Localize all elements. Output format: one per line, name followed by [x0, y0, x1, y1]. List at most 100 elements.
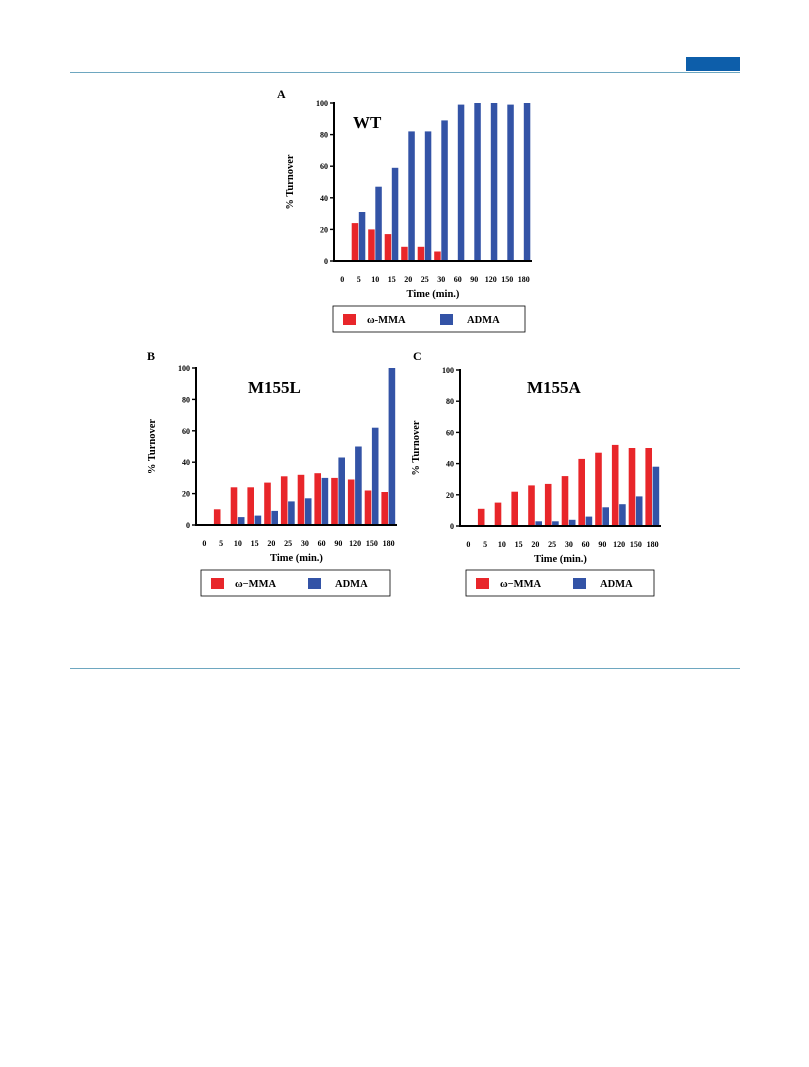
chart-c-bar-adma-20 [535, 521, 542, 526]
chart-a-title: WT [353, 113, 382, 132]
chart-b-bar-adma-15 [254, 515, 262, 525]
chart-c-bar-adma-60 [585, 516, 593, 526]
chart-c-y-tick-label-100: 100 [442, 366, 454, 375]
chart-c-x-tick-label-150: 150 [630, 540, 642, 549]
chart-b-y-tick-label-20: 20 [182, 490, 190, 499]
chart-c-legend-swatch-adma [573, 578, 586, 589]
chart-a-panel-label: A [277, 87, 286, 101]
chart-b-bar-adma-60 [321, 477, 329, 525]
chart-b-x-tick-label-25: 25 [284, 539, 292, 548]
chart-c-title: M155A [527, 378, 582, 397]
chart-c-bar-omega-mma-90 [595, 452, 602, 526]
chart-b-bar-omega-mma-60 [314, 473, 321, 525]
chart-a-y-axis-label: % Turnover [285, 154, 296, 209]
chart-b-bar-adma-180 [388, 368, 396, 525]
chart-b-bar-omega-mma-25 [280, 476, 288, 525]
chart-a-y-tick-label-0: 0 [324, 257, 328, 266]
chart-a-x-tick-label-0: 0 [340, 275, 344, 284]
chart-b-legend-swatch-omega-mma [211, 578, 224, 589]
chart-a-y-tick-label-40: 40 [320, 194, 328, 203]
chart-c-bar-omega-mma-30 [561, 476, 569, 526]
chart-c-bar-adma-180 [652, 466, 660, 526]
chart-b-y-tick-label-100: 100 [178, 364, 190, 373]
chart-a-bar-adma-150 [507, 104, 514, 261]
chart-c-y-axis-label: % Turnover [411, 420, 422, 475]
chart-c-x-tick-label-25: 25 [548, 540, 556, 549]
chart-b-x-tick-label-10: 10 [234, 539, 242, 548]
chart-b-x-tick-label-60: 60 [318, 539, 326, 548]
chart-a-y-tick-label-80: 80 [320, 131, 328, 140]
chart-b-x-tick-label-150: 150 [366, 539, 378, 548]
chart-a-bar-adma-10 [375, 186, 382, 261]
chart-a-y-tick-label-100: 100 [316, 99, 328, 108]
chart-a-bar-adma-5 [358, 212, 366, 261]
chart-a-bar-omega-mma-25 [417, 246, 425, 261]
chart-b-x-tick-label-0: 0 [202, 539, 206, 548]
chart-c-y-tick-label-40: 40 [446, 460, 454, 469]
chart-b-bar-adma-90 [338, 457, 345, 525]
chart-c-bar-omega-mma-150 [628, 448, 636, 526]
chart-c-legend-box [465, 569, 655, 597]
chart-c-bar-omega-mma-20 [528, 485, 535, 526]
chart-a-legend-label-omega-mma: ω-MMA [367, 315, 406, 326]
chart-b-bar-adma-150 [371, 427, 379, 525]
header-tab [686, 57, 740, 71]
chart-c-bar-adma-150 [635, 496, 643, 526]
chart-a-bar-adma-25 [424, 131, 432, 261]
chart-c-bar-omega-mma-15 [511, 491, 518, 526]
chart-a-legend-swatch-omega-mma [343, 314, 356, 325]
chart-c-bar-adma-30 [568, 519, 576, 526]
chart-c-x-tick-label-15: 15 [515, 540, 523, 549]
chart-b-bar-omega-mma-150 [364, 490, 372, 525]
chart-a-x-tick-label-150: 150 [501, 275, 513, 284]
chart-a-bar-adma-180 [523, 103, 531, 261]
footer-rule [70, 668, 740, 669]
chart-a-bar-adma-60 [457, 104, 465, 261]
chart-a-bar-adma-30 [441, 120, 448, 262]
chart-c-y-tick-label-60: 60 [446, 428, 454, 437]
chart-a-legend-swatch-adma [440, 314, 453, 325]
chart-a-y-tick-label-60: 60 [320, 162, 328, 171]
chart-b-y-tick-label-60: 60 [182, 427, 190, 436]
chart-c-x-tick-label-30: 30 [565, 540, 573, 549]
chart-c-legend-label-adma: ADMA [600, 579, 633, 590]
chart-b-bar-omega-mma-20 [264, 482, 271, 525]
chart-c-bar-omega-mma-60 [578, 458, 585, 526]
chart-a-x-tick-label-90: 90 [470, 275, 478, 284]
chart-b-legend-swatch-adma [308, 578, 321, 589]
chart-c-y-tick-label-80: 80 [446, 397, 454, 406]
chart-c-x-tick-label-10: 10 [498, 540, 506, 549]
chart-a-legend-label-adma: ADMA [467, 315, 500, 326]
chart-c-x-tick-label-20: 20 [531, 540, 539, 549]
chart-a-legend-box [332, 305, 526, 333]
chart-a-bar-omega-mma-30 [434, 251, 441, 261]
chart-b-bar-omega-mma-15 [247, 487, 254, 525]
chart-c-bar-omega-mma-180 [645, 448, 652, 526]
chart-a-bar-omega-mma-15 [384, 234, 392, 261]
chart-c-y-tick-label-20: 20 [446, 491, 454, 500]
chart-c-legend-swatch-omega-mma [476, 578, 489, 589]
chart-b-legend-box [200, 569, 391, 597]
chart-c-x-tick-label-120: 120 [613, 540, 625, 549]
chart-b-bar-omega-mma-10 [230, 487, 238, 525]
chart-a-bar-adma-90 [474, 103, 481, 261]
chart-b-title: M155L [248, 378, 301, 397]
chart-b-legend-label-adma: ADMA [335, 579, 368, 590]
chart-b-bar-adma-120 [355, 446, 362, 525]
chart-b-x-tick-label-120: 120 [349, 539, 361, 548]
chart-c-x-tick-label-180: 180 [647, 540, 659, 549]
chart-b-bar-adma-30 [304, 498, 312, 525]
chart-a-x-tick-label-30: 30 [437, 275, 445, 284]
chart-a-x-tick-label-120: 120 [485, 275, 497, 284]
chart-c-x-tick-label-5: 5 [483, 540, 487, 549]
chart-a-bar-omega-mma-5 [351, 223, 359, 261]
chart-a-x-tick-label-15: 15 [388, 275, 396, 284]
chart-c-x-tick-label-0: 0 [466, 540, 470, 549]
chart-c-legend-label-omega-mma: ω−MMA [500, 579, 541, 590]
chart-c-bar-adma-120 [619, 504, 626, 526]
chart-c-bar-omega-mma-5 [477, 508, 485, 526]
chart-c-bar-omega-mma-120 [611, 444, 619, 526]
chart-b-y-tick-label-80: 80 [182, 395, 190, 404]
chart-b-x-tick-label-180: 180 [383, 539, 395, 548]
